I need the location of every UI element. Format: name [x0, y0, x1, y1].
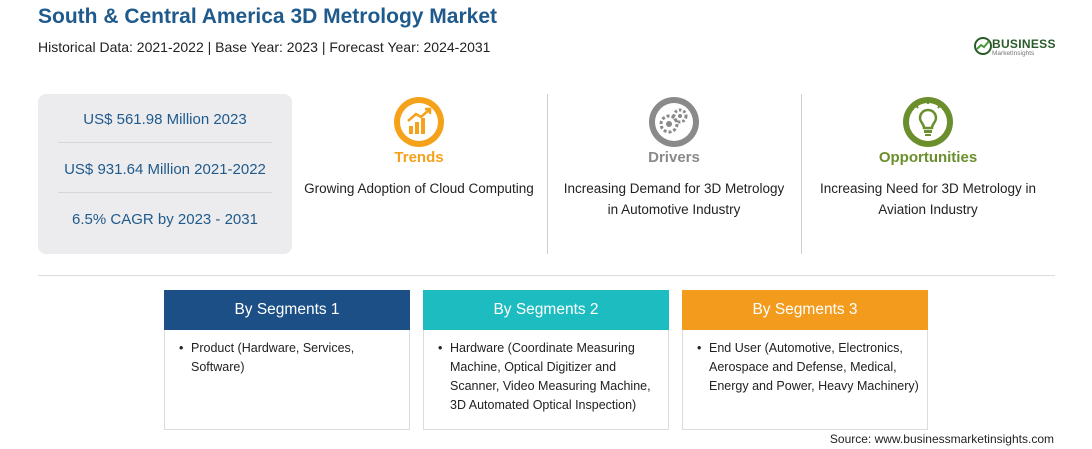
segment-card-2: By Segments 2 • Hardware (Coordinate Mea… — [423, 290, 669, 430]
segment-3-text: End User (Automotive, Electronics, Aeros… — [709, 341, 919, 393]
segment-2-text: Hardware (Coordinate Measuring Machine, … — [450, 341, 651, 412]
segment-1-text: Product (Hardware, Services, Software) — [191, 341, 355, 374]
segment-card-1: By Segments 1 • Product (Hardware, Servi… — [164, 290, 410, 430]
section-divider — [38, 275, 1055, 276]
segment-1-title: By Segments 1 — [164, 290, 410, 330]
drivers-text: Increasing Demand for 3D Metrology in Au… — [563, 181, 785, 217]
opportunities-column: Opportunities Increasing Need for 3D Met… — [805, 95, 1051, 255]
stat-market-2023: US$ 561.98 Million 2023 — [83, 111, 247, 128]
gears-icon — [649, 97, 699, 147]
page-subtitle: Historical Data: 2021-2022 | Base Year: … — [38, 39, 491, 55]
stat-divider — [58, 142, 272, 143]
trends-label: Trends — [394, 149, 444, 166]
column-divider — [547, 94, 548, 254]
opportunities-text: Increasing Need for 3D Metrology in Avia… — [819, 181, 1037, 217]
segment-card-3: By Segments 3 • End User (Automotive, El… — [682, 290, 928, 430]
stat-market-historical: US$ 931.64 Million 2021-2022 — [64, 161, 266, 178]
segment-1-item: • Product (Hardware, Services, Software) — [179, 339, 407, 377]
trends-text: Growing Adoption of Cloud Computing — [304, 181, 534, 196]
lightbulb-icon — [903, 97, 953, 147]
drivers-label: Drivers — [648, 149, 700, 166]
segment-3-item: • End User (Automotive, Electronics, Aer… — [697, 339, 925, 396]
source-note: Source: www.businessmarketinsights.com — [829, 432, 1054, 446]
bullet: • — [697, 341, 702, 355]
logo-wordmark: BUSINESS — [992, 37, 1056, 51]
bullet: • — [179, 341, 184, 355]
globe-logo-icon — [974, 37, 992, 55]
drivers-column: Drivers Increasing Demand for 3D Metrolo… — [551, 95, 797, 255]
stat-divider — [58, 192, 272, 193]
opportunities-label: Opportunities — [878, 149, 978, 166]
brand-logo[interactable]: BUSINESS MarketInsights — [974, 34, 1064, 60]
stat-cagr: 6.5% CAGR by 2023 - 2031 — [72, 211, 258, 228]
segment-3-title: By Segments 3 — [682, 290, 928, 330]
segment-2-item: • Hardware (Coordinate Measuring Machine… — [438, 339, 666, 415]
trends-column: Trends Growing Adoption of Cloud Computi… — [296, 95, 542, 255]
column-divider — [801, 94, 802, 254]
page-title: South & Central America 3D Metrology Mar… — [38, 5, 497, 28]
logo-subtext: MarketInsights — [992, 50, 1035, 57]
stats-panel: US$ 561.98 Million 2023 US$ 931.64 Milli… — [38, 94, 292, 254]
segment-2-title: By Segments 2 — [423, 290, 669, 330]
bullet: • — [438, 341, 443, 355]
trend-chart-icon — [394, 97, 444, 147]
